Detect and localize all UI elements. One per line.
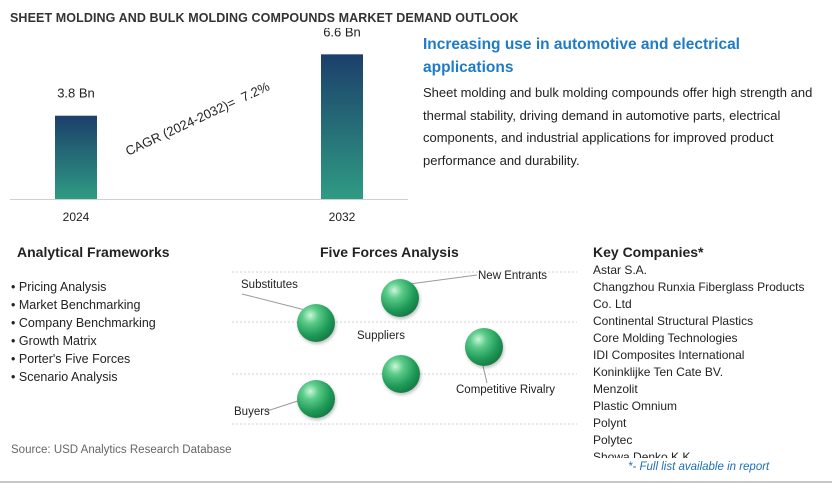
source-note: Source: USD Analytics Research Database xyxy=(11,444,232,456)
buyers-label: Buyers xyxy=(234,406,270,418)
full-list-note: *- Full list available in report xyxy=(628,461,770,473)
highlight-title: Increasing use in automotive and electri… xyxy=(423,36,740,76)
list-item: Growth Matrix xyxy=(11,332,156,350)
list-item: Core Molding Technologies xyxy=(593,331,738,345)
new-entrants-sphere xyxy=(381,279,419,317)
category-label-2024: 2024 xyxy=(63,210,90,224)
suppliers-sphere xyxy=(382,355,420,393)
bottom-divider xyxy=(0,481,832,483)
list-item: Pricing Analysis xyxy=(11,278,156,296)
chart-baseline xyxy=(10,199,408,200)
suppliers-label: Suppliers xyxy=(357,330,405,342)
highlight-body: Sheet molding and bulk molding compounds… xyxy=(423,85,813,168)
list-item: Changzhou Runxia Fiberglass Products Co.… xyxy=(593,280,805,311)
demand-bar-chart: 3.8 Bn 2024 6.6 Bn 2032 CAGR (2024-2032)=7.… xyxy=(10,28,410,233)
list-item: Company Benchmarking xyxy=(11,314,156,332)
list-item: Polynt xyxy=(593,416,627,430)
list-item: IDI Composites International xyxy=(593,348,745,362)
list-item: Continental Structural Plastics xyxy=(593,314,754,328)
bar-2032 xyxy=(321,54,363,199)
list-item: Scenario Analysis xyxy=(11,368,156,386)
bar-chart-svg: 3.8 Bn 2024 6.6 Bn 2032 xyxy=(55,28,363,224)
new-entrants-label: New Entrants xyxy=(478,270,548,282)
list-item: Market Benchmarking xyxy=(11,296,156,314)
list-item: Astar S.A. xyxy=(593,263,648,277)
buyers-sphere xyxy=(297,380,335,418)
five-forces-diagram: Substitutes New Entrants Suppliers Compe… xyxy=(232,265,582,425)
key-companies-heading: Key Companies* xyxy=(593,244,704,260)
list-item: Showa Denko K.K. xyxy=(593,450,694,458)
analytical-frameworks-list: Pricing Analysis Market Benchmarking Com… xyxy=(11,278,156,386)
list-item: Koninklijke Ten Cate BV. xyxy=(593,365,724,379)
analytical-frameworks-heading: Analytical Frameworks xyxy=(17,244,170,260)
substitutes-label: Substitutes xyxy=(241,279,298,291)
bar-2024 xyxy=(55,115,97,199)
value-label-2032: 6.6 Bn xyxy=(323,28,361,39)
list-item: Polytec xyxy=(593,433,633,447)
list-item: Plastic Omnium xyxy=(593,399,678,413)
substitutes-sphere xyxy=(297,304,335,342)
list-item: Porter's Five Forces xyxy=(11,350,156,368)
five-forces-heading: Five Forces Analysis xyxy=(320,244,459,260)
page-title: SHEET MOLDING AND BULK MOLDING COMPOUNDS… xyxy=(10,11,519,25)
key-companies-list: Astar S.A. Changzhou Runxia Fiberglass P… xyxy=(593,262,818,458)
competitive-rivalry-label: Competitive Rivalry xyxy=(456,384,556,396)
competitive-rivalry-sphere xyxy=(465,328,503,366)
list-item: Menzolit xyxy=(593,382,638,396)
value-label-2024: 3.8 Bn xyxy=(57,86,95,101)
category-label-2032: 2032 xyxy=(329,210,356,224)
